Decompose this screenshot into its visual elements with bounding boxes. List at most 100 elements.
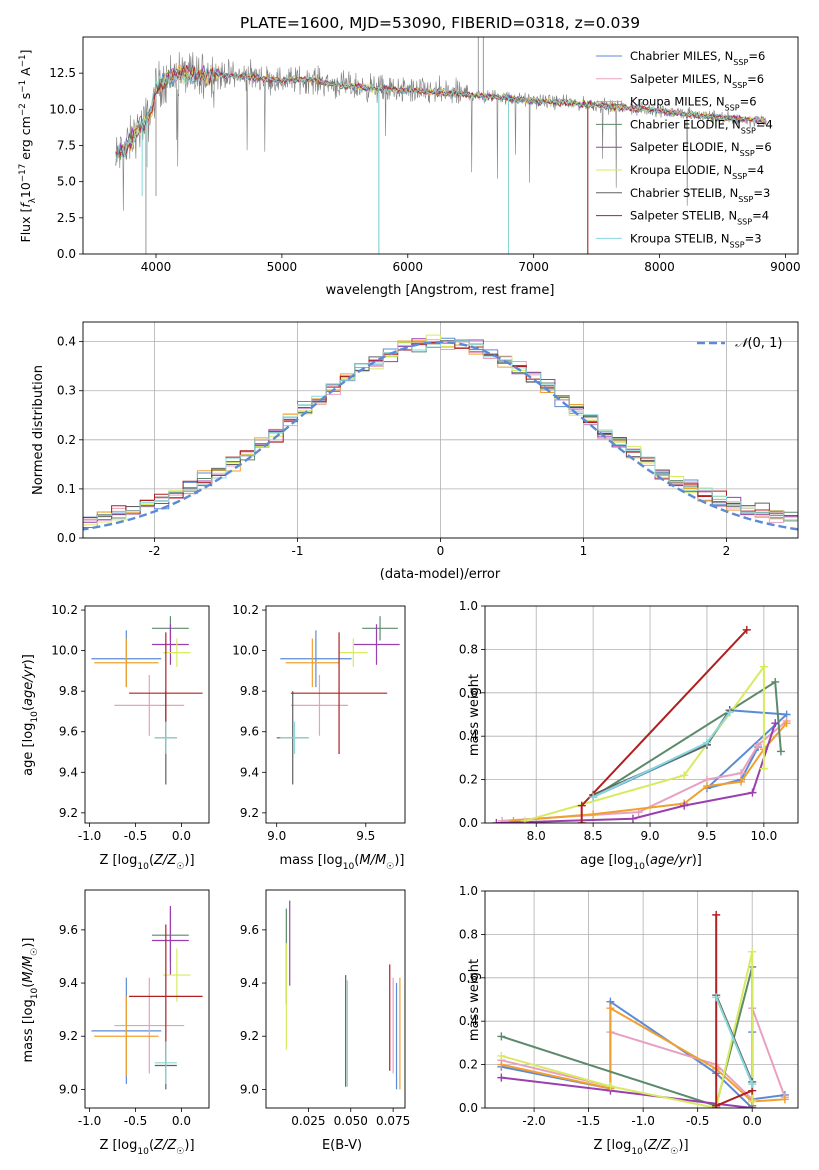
- weight-marker: [680, 771, 689, 780]
- legend-label: Kroupa STELIB, NSSP=3: [630, 231, 762, 249]
- x-tick-label: -1.5: [577, 1114, 600, 1128]
- y-tick-label: 9.6: [59, 725, 78, 739]
- weight-series-line: [501, 951, 754, 1108]
- y-tick-label: 9.6: [240, 725, 259, 739]
- legend-label: Chabrier ELODIE, NSSP=4: [630, 117, 773, 135]
- y-tick-label: 2.5: [57, 211, 76, 225]
- axes-frame: [84, 889, 210, 1109]
- y-tick-label: 0.6: [459, 971, 478, 985]
- x-axis-label: E(B-V): [322, 1138, 362, 1153]
- y-tick-label: 0.2: [459, 1058, 478, 1072]
- x-tick-label: 4000: [141, 260, 172, 274]
- plot-area-age-weight: [485, 606, 798, 823]
- x-tick-label: -2: [149, 544, 161, 558]
- y-axis-label: age [log10(age/yr)]: [21, 654, 40, 776]
- y-tick-label: 9.4: [240, 976, 259, 990]
- x-tick-label: 0.0: [172, 1114, 191, 1128]
- y-tick-label: 0.2: [459, 773, 478, 787]
- weight-marker: [776, 747, 785, 756]
- y-tick-label: 10.0: [49, 102, 76, 116]
- y-tick-label: 0.4: [459, 729, 478, 743]
- y-tick-label: 0.6: [459, 686, 478, 700]
- weight-marker: [497, 1032, 506, 1041]
- axes-frame: [484, 605, 799, 824]
- weight-marker: [589, 792, 598, 801]
- y-tick-label: 0.0: [459, 816, 478, 830]
- plot-area-mass-age: [276, 616, 400, 785]
- weight-marker: [520, 816, 529, 823]
- y-tick-label: 9.2: [240, 1029, 259, 1043]
- legend: Chabrier MILES, NSSP=6 Salpeter MILES, NS…: [596, 49, 773, 249]
- x-tick-label: 9.5: [697, 829, 716, 843]
- y-tick-label: 9.4: [59, 765, 78, 779]
- weight-marker: [712, 1101, 721, 1108]
- weight-marker: [725, 708, 734, 717]
- weight-series-line: [715, 914, 753, 1108]
- x-axis-label: Z [log10(Z/Z☉)]: [99, 1138, 194, 1157]
- model-spectrum-line: [115, 66, 766, 163]
- weight-series-line: [496, 722, 777, 823]
- x-tick-label: 9000: [770, 260, 801, 274]
- y-tick-label: 0.0: [57, 531, 76, 545]
- x-tick-label: 7000: [518, 260, 549, 274]
- axes-ebv-mass: 0.025 0.050 0.075 9.0 9.2 9.4 9.6 E(B-V): [240, 889, 410, 1153]
- axes-z-age: -1.0 -0.5 0.0 9.2 9.4 9.6 9.8 10.0 10.2 Z [log10(…: [21, 603, 210, 872]
- axes-mass-age: 9.0 9.5 9.2 9.4 9.6 9.8 10.0 10.2 mass [log10(M/…: [232, 603, 406, 872]
- y-tick-label: 9.8: [59, 684, 78, 698]
- x-tick-label: -2.0: [522, 1114, 545, 1128]
- weight-marker: [702, 738, 711, 747]
- weight-marker: [759, 662, 768, 671]
- axes-frame: [84, 605, 210, 824]
- x-axis-label: wavelength [Angstrom, rest frame]: [326, 283, 555, 298]
- weight-marker: [748, 1080, 757, 1089]
- axes-age-weight: 8.0 8.5 9.0 9.5 10.0 0.0 0.2 0.4 0.6 0.8 1.0 age [l…: [459, 599, 799, 872]
- y-tick-label: 0.1: [57, 482, 76, 496]
- x-axis-label: mass [log10(M/M☉)]: [280, 853, 405, 872]
- y-tick-label: 0.0: [459, 1101, 478, 1115]
- plot-area-ebv-mass: [285, 900, 401, 1090]
- chart-layer: 4000 5000 6000 7000 8000 90000.02.55.07.510.0…: [18, 36, 801, 1157]
- y-axis-label: mass weight: [467, 674, 482, 756]
- x-tick-label: -1: [292, 544, 304, 558]
- weight-marker: [498, 816, 507, 823]
- weight-marker: [748, 1097, 757, 1106]
- weight-marker: [771, 677, 780, 686]
- weight-marker: [577, 801, 586, 810]
- x-tick-label: 0.050: [334, 1114, 368, 1128]
- weight-marker: [742, 625, 751, 634]
- axes-frame: [265, 889, 406, 1109]
- weight-marker: [782, 719, 791, 728]
- y-tick-label: 1.0: [459, 599, 478, 613]
- x-tick-label: 8.5: [584, 829, 603, 843]
- axes-frame: [82, 321, 799, 539]
- y-tick-label: 9.2: [240, 806, 259, 820]
- y-tick-label: 0.8: [459, 642, 478, 656]
- weight-marker: [754, 740, 763, 749]
- x-tick-label: 2: [723, 544, 731, 558]
- y-tick-label: 9.0: [240, 1082, 259, 1096]
- legend-label: Chabrier STELIB, NSSP=3: [630, 186, 770, 204]
- x-tick-label: 9.5: [356, 829, 375, 843]
- weight-marker: [497, 1060, 506, 1069]
- y-tick-label: 10.2: [232, 603, 259, 617]
- weight-marker: [771, 719, 780, 728]
- x-tick-label: 1: [580, 544, 588, 558]
- y-tick-label: 10.0: [232, 644, 259, 658]
- y-tick-label: 1.0: [459, 884, 478, 898]
- weight-marker: [680, 801, 689, 810]
- y-tick-label: 0.0: [57, 247, 76, 261]
- x-tick-label: 0.075: [376, 1114, 410, 1128]
- weight-marker: [748, 788, 757, 797]
- weight-marker: [712, 910, 721, 919]
- y-tick-label: 9.2: [59, 806, 78, 820]
- x-tick-label: -1.0: [78, 1114, 101, 1128]
- weight-marker: [509, 816, 518, 823]
- y-tick-label: 10.2: [51, 603, 78, 617]
- x-tick-label: 8000: [644, 260, 675, 274]
- weight-marker: [737, 769, 746, 778]
- plot-area-z-age: [91, 616, 203, 785]
- y-axis-label: Normed distribution: [31, 365, 46, 495]
- axes-z-mass: -1.0 -0.5 0.0 9.0 9.2 9.4 9.6 Z [log10(Z/Z☉)] ma…: [21, 889, 210, 1157]
- y-tick-label: 9.4: [240, 765, 259, 779]
